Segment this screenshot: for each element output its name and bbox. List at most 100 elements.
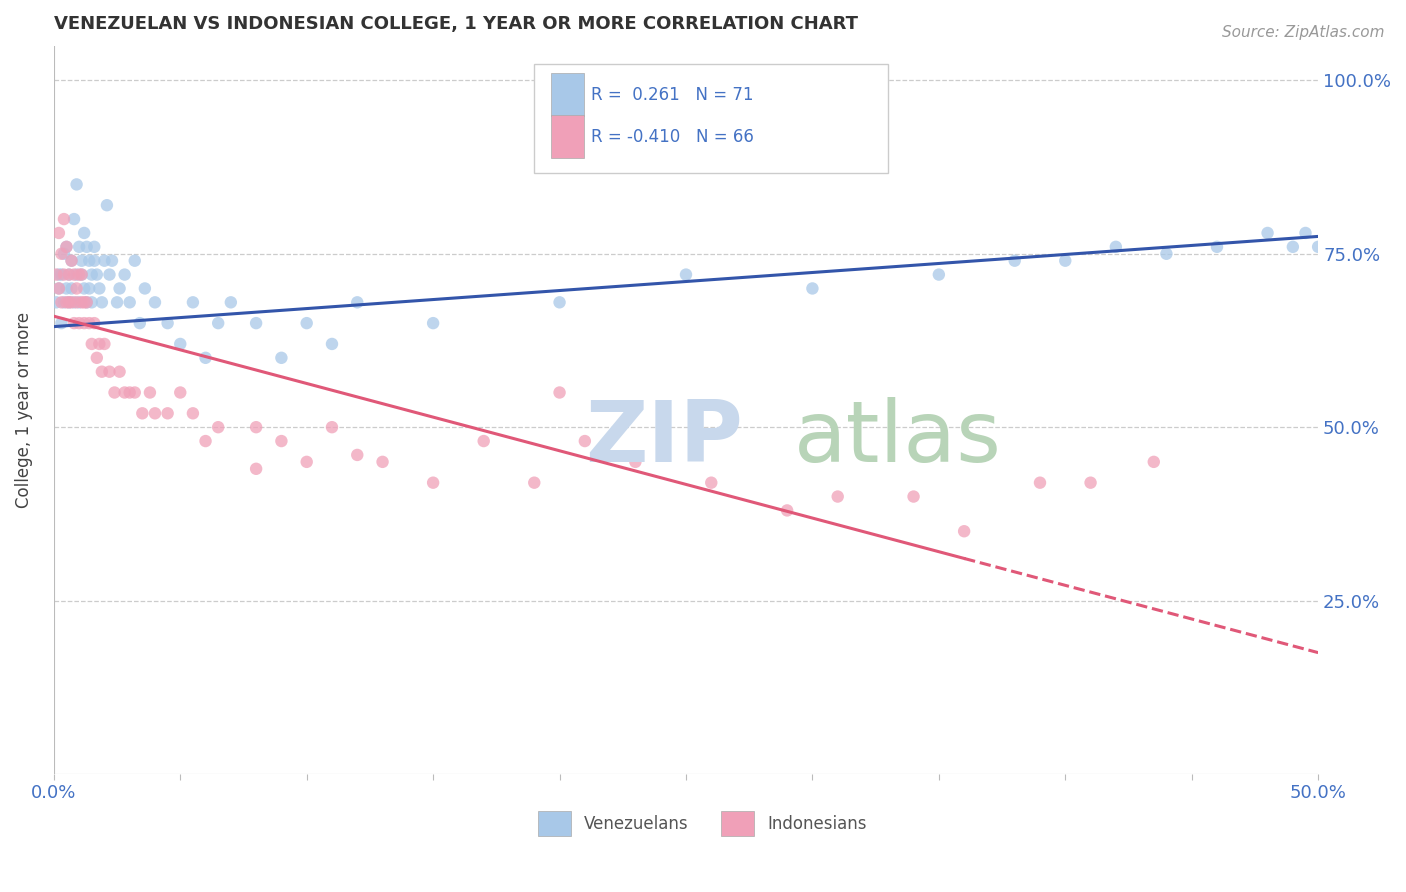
Point	[134, 281, 156, 295]
Point	[928, 268, 950, 282]
Point	[624, 455, 647, 469]
Point	[63, 212, 86, 227]
Point	[76, 295, 98, 310]
Point	[67, 316, 90, 330]
Point	[55, 281, 77, 295]
Point	[77, 281, 100, 295]
Point	[70, 268, 93, 282]
Point	[93, 337, 115, 351]
Point	[245, 420, 267, 434]
Point	[371, 455, 394, 469]
Point	[63, 316, 86, 330]
Point	[321, 337, 343, 351]
Point	[103, 385, 125, 400]
Point	[80, 268, 103, 282]
Point	[70, 253, 93, 268]
Point	[83, 240, 105, 254]
Point	[51, 295, 73, 310]
Point	[523, 475, 546, 490]
Point	[48, 226, 70, 240]
Point	[124, 385, 146, 400]
Point	[321, 420, 343, 434]
Point	[55, 240, 77, 254]
Point	[52, 268, 75, 282]
Point	[472, 434, 495, 448]
Point	[1295, 226, 1317, 240]
Point	[108, 365, 131, 379]
Point	[70, 268, 93, 282]
Point	[124, 253, 146, 268]
FancyBboxPatch shape	[534, 64, 889, 173]
Point	[65, 281, 87, 295]
Point	[1054, 253, 1077, 268]
Point	[1029, 475, 1052, 490]
Point	[156, 316, 179, 330]
Text: Indonesians: Indonesians	[766, 814, 866, 832]
FancyBboxPatch shape	[551, 115, 583, 158]
Point	[207, 420, 229, 434]
Point	[77, 253, 100, 268]
Point	[48, 281, 70, 295]
Point	[143, 295, 166, 310]
Point	[76, 295, 98, 310]
Text: R = -0.410   N = 66: R = -0.410 N = 66	[591, 128, 754, 146]
Point	[67, 268, 90, 282]
Point	[245, 316, 267, 330]
Point	[114, 268, 136, 282]
Point	[73, 226, 96, 240]
Point	[1308, 240, 1330, 254]
Point	[45, 268, 67, 282]
Point	[90, 295, 112, 310]
Point	[51, 268, 73, 282]
Text: Venezuelans: Venezuelans	[583, 814, 688, 832]
Point	[903, 490, 925, 504]
Point	[1143, 455, 1166, 469]
Point	[73, 316, 96, 330]
Point	[181, 295, 204, 310]
Text: ZIP: ZIP	[585, 398, 742, 481]
Point	[108, 281, 131, 295]
Point	[65, 178, 87, 192]
Point	[245, 462, 267, 476]
Point	[83, 253, 105, 268]
Point	[169, 337, 191, 351]
Point	[295, 316, 318, 330]
Point	[156, 406, 179, 420]
Point	[128, 316, 150, 330]
Point	[181, 406, 204, 420]
Point	[73, 295, 96, 310]
Point	[1080, 475, 1102, 490]
Point	[86, 351, 108, 365]
FancyBboxPatch shape	[538, 811, 571, 836]
Point	[60, 281, 83, 295]
Point	[143, 406, 166, 420]
Point	[52, 246, 75, 260]
Point	[80, 337, 103, 351]
Point	[169, 385, 191, 400]
Point	[422, 316, 444, 330]
Point	[55, 240, 77, 254]
Point	[118, 385, 141, 400]
Point	[346, 448, 368, 462]
Point	[48, 281, 70, 295]
Point	[51, 246, 73, 260]
Point	[700, 475, 723, 490]
Text: Source: ZipAtlas.com: Source: ZipAtlas.com	[1222, 25, 1385, 40]
Point	[60, 253, 83, 268]
Point	[1105, 240, 1128, 254]
Point	[89, 281, 111, 295]
Point	[89, 337, 111, 351]
Point	[98, 268, 121, 282]
Point	[93, 253, 115, 268]
Point	[270, 351, 292, 365]
Point	[76, 240, 98, 254]
Point	[346, 295, 368, 310]
Point	[194, 434, 217, 448]
Point	[1156, 246, 1178, 260]
Point	[131, 406, 153, 420]
Point	[77, 316, 100, 330]
Point	[58, 295, 80, 310]
Point	[219, 295, 242, 310]
Text: R =  0.261   N = 71: R = 0.261 N = 71	[591, 87, 754, 104]
Point	[48, 268, 70, 282]
